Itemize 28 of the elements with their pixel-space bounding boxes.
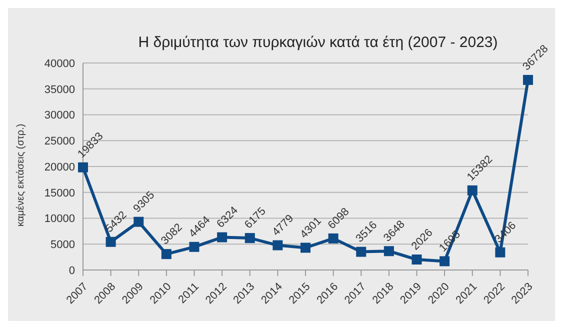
point [189,242,200,252]
y-tick-label: 30000 [44,110,75,122]
point [244,233,255,244]
point [217,232,228,242]
y-tick-label: 25000 [44,136,75,148]
point [523,74,533,85]
point [356,246,366,257]
y-axis-title: καμένες εκτάσεις (στρ.) [16,124,27,226]
y-tick-label: 20000 [44,161,75,174]
point [161,249,172,260]
y-tick-label: 35000 [44,84,75,96]
point [412,254,422,265]
y-tick-label: 15000 [44,187,75,200]
point [384,246,394,256]
point [440,256,450,266]
point [106,236,116,247]
point [495,247,506,258]
y-tick-label: 5000 [50,239,75,252]
point [467,185,478,196]
y-tick-label: 40000 [44,58,75,70]
point [134,216,144,227]
point [272,240,283,250]
y-tick-label: 10000 [44,213,75,226]
y-tick-label: 0 [68,264,75,277]
point [78,162,88,172]
chart-title: Η δριμύτητα των πυρκαγιών κατά τα έτη (2007 - 2023) [138,34,498,51]
point [300,242,310,253]
point [328,233,338,244]
